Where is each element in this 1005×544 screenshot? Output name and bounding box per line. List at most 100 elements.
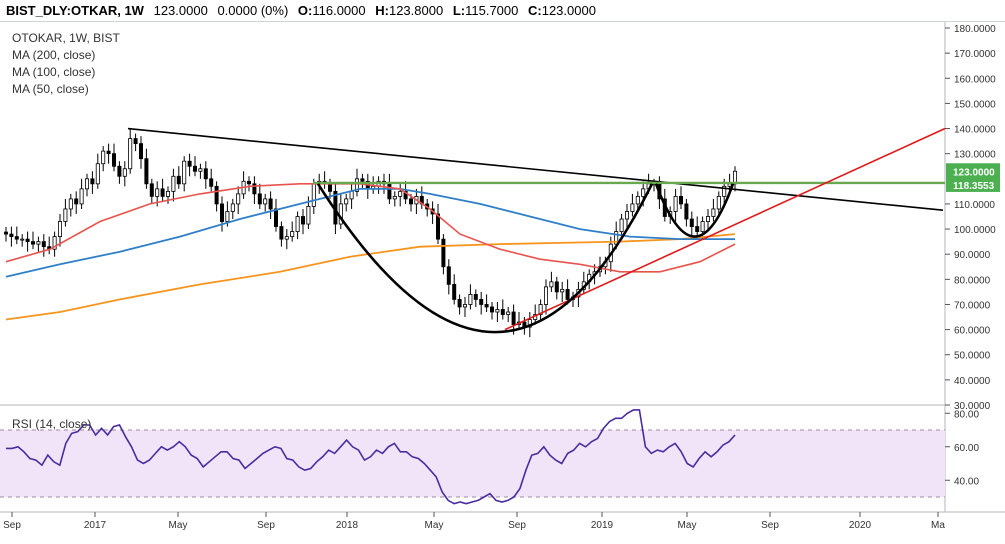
ohlc-open: O:116.0000 <box>298 3 366 18</box>
candle-body <box>198 168 203 172</box>
legend-symbol[interactable]: OTOKAR, 1W, BIST <box>12 31 120 45</box>
candle-body <box>214 185 219 205</box>
cup-curve <box>316 183 654 334</box>
rsi-legend[interactable]: RSI (14, close) <box>12 417 92 431</box>
candle-body <box>673 195 678 212</box>
candle-body <box>112 153 117 167</box>
price-tick-label: 40.0000 <box>954 376 991 387</box>
time-tick-label: May <box>169 520 188 531</box>
candle-body <box>506 311 511 315</box>
candle-body <box>165 190 170 197</box>
candle-body <box>128 138 133 170</box>
candle-body <box>641 188 646 197</box>
price-tick-label: 180.0000 <box>954 24 996 35</box>
candle-body <box>689 218 694 227</box>
price-tick-label: 160.0000 <box>954 74 996 85</box>
candle-body <box>25 238 30 243</box>
candle-body <box>387 183 392 200</box>
candle-body <box>435 213 440 240</box>
candle-body <box>295 216 300 232</box>
candle-body <box>149 183 154 197</box>
candle-body <box>706 216 711 222</box>
candle-body <box>544 286 549 305</box>
candle-body <box>171 175 176 192</box>
candle-body <box>106 150 111 155</box>
candle-body <box>554 281 559 293</box>
candle-body <box>679 195 684 205</box>
candle-body <box>236 193 241 205</box>
candle-body <box>354 178 359 192</box>
candle-body <box>263 198 268 205</box>
price-change: 0.0000 (0%) <box>217 3 289 18</box>
candle-body <box>273 208 278 227</box>
candle-body <box>155 188 160 197</box>
time-tick-label: 2018 <box>336 520 359 531</box>
open-value: 116.0000 <box>312 3 366 18</box>
time-tick-label: Sep <box>3 520 21 531</box>
legend-ma200[interactable]: MA (200, close) <box>12 48 96 62</box>
candle-body <box>684 203 689 220</box>
candle-body <box>230 203 235 212</box>
candle-body <box>398 190 403 197</box>
candle-body <box>90 178 95 185</box>
candle-body <box>209 178 214 187</box>
candle-body <box>408 198 413 205</box>
time-tick-label: 2017 <box>84 520 107 531</box>
time-tick-label: 2020 <box>849 520 872 531</box>
candle-body <box>268 198 273 210</box>
price-tick-label: 30.0000 <box>954 401 991 412</box>
symbol-header: BIST_DLY:OTKAR, 1W 123.0000 0.0000 (0%) … <box>0 0 1005 22</box>
open-label: O: <box>297 3 313 18</box>
candle-body <box>560 288 565 293</box>
candle-body <box>711 208 716 217</box>
last-price: 123.0000 <box>153 3 208 18</box>
candle-body <box>700 221 705 232</box>
legend-ma100[interactable]: MA (100, close) <box>12 65 96 79</box>
candle-body <box>327 183 332 192</box>
candle-body <box>306 206 311 225</box>
candle-body <box>290 231 295 238</box>
candle-body <box>133 138 138 145</box>
candle-body <box>630 203 635 212</box>
symbol-name[interactable]: BIST_DLY:OTKAR, 1W <box>6 3 144 18</box>
price-tick-label: 140.0000 <box>954 125 996 136</box>
candle-body <box>452 283 457 300</box>
candle-body <box>360 178 365 182</box>
candle-body <box>441 238 446 268</box>
candle-body <box>446 266 451 285</box>
candle-body <box>246 180 251 185</box>
candle-body <box>203 168 208 180</box>
candle-body <box>722 185 727 197</box>
candle-body <box>457 299 462 308</box>
ohlc-close: C:123.0000 <box>528 3 596 18</box>
price-tick-label: 50.0000 <box>954 351 991 362</box>
last-price-badge <box>946 163 1000 179</box>
candle-body <box>392 195 397 200</box>
price-tick-label: 150.0000 <box>954 99 996 110</box>
price-tick-label: 90.0000 <box>954 250 991 261</box>
candle-body <box>95 163 100 185</box>
time-tick-label: Ma <box>931 520 945 531</box>
rsi-tick-label: 80.00 <box>954 409 979 420</box>
price-tick-label: 130.0000 <box>954 150 996 161</box>
time-tick-label: May <box>678 520 697 531</box>
candle-body <box>716 195 721 210</box>
ma50-line <box>5 183 736 273</box>
legend-ma50[interactable]: MA (50, close) <box>12 82 89 96</box>
level-badge <box>946 176 1000 192</box>
candle-body <box>225 211 230 222</box>
indicator-legend: OTOKAR, 1W, BIST MA (200, close) MA (100… <box>12 30 120 98</box>
rsi-tick-label: 60.00 <box>954 443 979 454</box>
handle-curve <box>654 183 735 238</box>
low-label: L: <box>452 3 466 18</box>
last-price-badge-label: 123.0000 <box>953 167 995 178</box>
candle-body <box>300 216 305 225</box>
candle-body <box>279 226 284 240</box>
candle-body <box>484 304 489 308</box>
candle-body <box>117 165 122 177</box>
close-label: C: <box>528 3 542 18</box>
candle-body <box>101 150 106 165</box>
close-value: 123.0000 <box>541 3 596 18</box>
candle-body <box>20 238 25 241</box>
